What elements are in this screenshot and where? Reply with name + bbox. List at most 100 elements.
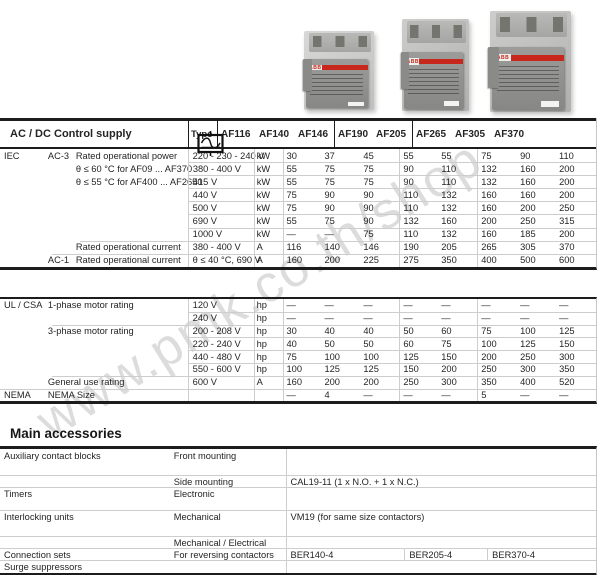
table-row: Mechanical / Electrical xyxy=(0,536,596,548)
value-cell: 160 xyxy=(441,216,457,227)
value-cell: 100 xyxy=(477,337,517,351)
white-label xyxy=(348,101,364,106)
voltage-cell xyxy=(187,388,254,402)
contactor-front-panel: ABB xyxy=(492,47,564,110)
row-utilization-label xyxy=(48,241,76,254)
row-standard-label: NEMA xyxy=(4,389,31,400)
unit-cell: hp xyxy=(253,311,283,325)
value-cell: 55 xyxy=(282,175,322,189)
abb-logo-text: ABB xyxy=(496,54,510,61)
value-cell: 132 xyxy=(441,229,457,240)
voltage-cell: 440 - 480 V xyxy=(187,350,254,363)
accessory-type-label xyxy=(174,560,286,573)
value-cell: — xyxy=(520,300,530,311)
accessory-group-label xyxy=(0,536,174,548)
value-cell: 300 xyxy=(520,364,536,375)
terminal-cap xyxy=(308,32,371,52)
abb-logo-text: ABB xyxy=(309,64,322,71)
value-cell: 200 xyxy=(477,350,517,363)
value-cell: 160 xyxy=(282,375,322,389)
value-cell: 150 xyxy=(399,362,438,376)
value-cell: — xyxy=(324,229,334,240)
column-header-model: AF370 xyxy=(494,128,525,140)
row-standard-label xyxy=(0,337,48,350)
value-cell: 75 xyxy=(282,350,322,363)
value-cell: 90 xyxy=(324,202,335,213)
row-description-label xyxy=(76,201,188,214)
row-utilization-label xyxy=(48,175,76,188)
row-category-label xyxy=(48,337,188,350)
value-cell: 150 xyxy=(559,338,575,349)
row-description-label: Rated operational power xyxy=(75,150,178,161)
value-cell: 125 xyxy=(324,364,340,375)
value-cell: 160 xyxy=(282,253,322,267)
accessory-value-cell: BER205-4 xyxy=(404,548,487,560)
voltage-cell: 440 V xyxy=(187,188,254,202)
value-cell: 200 xyxy=(441,364,457,375)
terminal-cap xyxy=(495,13,567,38)
abb-logo: ABB xyxy=(308,64,323,71)
aux-contact-block xyxy=(488,47,499,88)
unit-cell: A xyxy=(253,253,283,267)
value-cell: 75 xyxy=(324,216,335,227)
value-cell: 160 xyxy=(520,163,536,174)
row-category-label xyxy=(48,363,188,376)
row-standard-label xyxy=(0,188,48,201)
unit-cell: kW xyxy=(253,214,283,228)
value-cell: — xyxy=(363,389,373,400)
value-cell: 125 xyxy=(520,338,536,349)
value-cell: 160 xyxy=(477,188,517,202)
value-cell: 75 xyxy=(363,229,374,240)
value-cell: 75 xyxy=(441,338,452,349)
rating-text-lines xyxy=(310,74,364,96)
value-cell: 40 xyxy=(363,325,374,336)
value-cell: — xyxy=(520,389,530,400)
value-cell: 60 xyxy=(399,337,438,351)
unit-cell: hp xyxy=(253,337,283,351)
accessory-group-label: Timers xyxy=(4,489,33,499)
accessory-group-label xyxy=(0,475,174,487)
voltage-cell: 600 V xyxy=(187,375,254,389)
value-cell: 200 xyxy=(324,377,340,388)
column-header-model: AF205 xyxy=(376,128,407,140)
value-cell: 305 xyxy=(520,242,536,253)
value-cell: 90 xyxy=(520,150,531,161)
unit-cell: A xyxy=(253,240,283,254)
voltage-cell: 500 V xyxy=(187,201,254,215)
product-photos: ABB ABB ABB xyxy=(0,0,600,115)
value-cell: 250 xyxy=(477,362,517,376)
value-cell: — xyxy=(399,311,438,325)
unit-cell: hp xyxy=(253,362,283,376)
row-standard-label xyxy=(0,325,48,338)
value-cell: 55 xyxy=(282,214,322,228)
value-cell: 55 xyxy=(399,149,438,163)
value-cell: — xyxy=(559,300,569,311)
value-cell: 132 xyxy=(441,202,457,213)
value-cell: 125 xyxy=(399,350,438,363)
accessory-value-cell xyxy=(285,536,596,548)
contactor-front-panel: ABB xyxy=(306,59,368,109)
section-title: AC / DC Control supply xyxy=(10,128,132,140)
accessory-type-label: Electronic xyxy=(173,489,215,499)
table-row: AC-1 Rated operational current θ ≤ 40 °C, … xyxy=(0,253,596,267)
unit-cell: kW xyxy=(253,188,283,202)
value-cell: 315 xyxy=(559,216,575,227)
contactor-photo-medium: ABB xyxy=(400,19,469,111)
value-cell: 146 xyxy=(363,242,379,253)
voltage-cell: 240 V xyxy=(187,311,254,325)
row-standard-label xyxy=(0,376,48,389)
row-description-label xyxy=(76,188,188,201)
accessory-value-cell: CAL19-11 (1 x N.O. + 1 x N.C.) xyxy=(285,475,596,487)
value-cell: 350 xyxy=(477,375,517,389)
value-cell: 200 xyxy=(363,377,379,388)
red-brand-stripe xyxy=(306,65,368,70)
unit-cell: kW xyxy=(253,175,283,189)
value-cell: 100 xyxy=(324,351,340,362)
row-category-label: 3-phase motor rating xyxy=(47,325,134,336)
value-cell: 250 xyxy=(520,216,536,227)
